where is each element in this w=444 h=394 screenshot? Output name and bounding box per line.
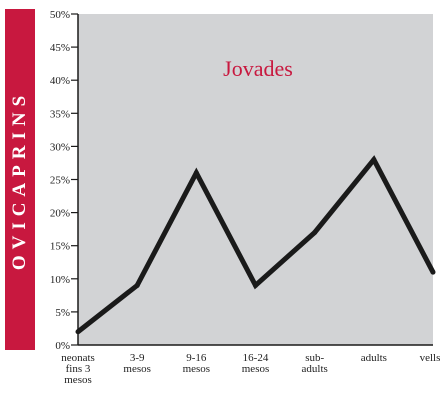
y-tick-label: 0%: [55, 340, 70, 352]
data-point: [312, 229, 318, 235]
y-tick-label: 20%: [50, 208, 70, 220]
x-category-label: 9-16 mesos: [183, 352, 211, 375]
y-tick-label: 45%: [50, 42, 70, 54]
x-category-label: sub-adults: [302, 352, 328, 375]
data-point: [253, 282, 258, 288]
data-point: [134, 282, 140, 288]
chart-title: Jovades: [223, 56, 293, 81]
data-point: [371, 157, 377, 163]
side-band: OVICAPRINS: [5, 9, 35, 350]
data-point: [430, 269, 436, 275]
y-tick-label: 25%: [50, 175, 70, 187]
x-category-label: 3-9 mesos: [123, 352, 151, 375]
data-point: [193, 170, 199, 176]
y-tick-label: 15%: [50, 241, 70, 253]
y-tick-label: 5%: [55, 307, 70, 319]
x-category-label: 16-24 mesos: [242, 352, 270, 375]
x-category-label: adults: [361, 352, 387, 364]
y-tick-label: 35%: [50, 108, 70, 120]
y-tick-label: 10%: [50, 274, 70, 286]
y-tick-label: 40%: [50, 75, 70, 87]
plot-area: [78, 14, 433, 345]
x-category-label: neonats fins 3 mesos: [61, 352, 95, 386]
y-tick-label: 30%: [50, 141, 70, 153]
data-point: [75, 329, 81, 335]
y-tick-label: 50%: [50, 9, 70, 21]
x-category-label: vells: [420, 352, 441, 364]
